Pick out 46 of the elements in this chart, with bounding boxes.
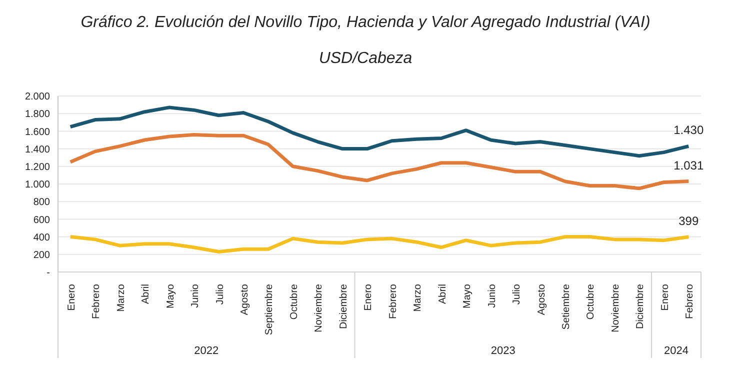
x-tick-label: Febrero bbox=[684, 284, 696, 320]
y-tick-label: 200 bbox=[33, 250, 50, 261]
x-tick-label: Julio bbox=[214, 284, 226, 305]
text: 2024 bbox=[664, 345, 689, 357]
x-tick-label: Abril bbox=[140, 284, 152, 304]
x-tick-label: Enero bbox=[660, 284, 671, 311]
y-tick-label: 1.200 bbox=[24, 162, 50, 173]
y-tick-label: 400 bbox=[33, 232, 50, 244]
x-tick-label: Diciembre bbox=[338, 284, 350, 330]
text: 2023 bbox=[490, 345, 516, 357]
y-tick-label: 600 bbox=[33, 214, 50, 226]
x-tick-label: Enero bbox=[363, 284, 374, 311]
line-series bbox=[68, 235, 690, 254]
chart-title: Gráfico 2. Evolución del Novillo Tipo, Hacienda y Valor Agregado Industrial (VAI) bbox=[80, 14, 652, 32]
x-tick-label: Junio bbox=[486, 284, 498, 308]
x-tick-label: Junio bbox=[190, 284, 202, 308]
x-tick-label: Febrero bbox=[388, 284, 399, 320]
data-label: 399 bbox=[678, 214, 699, 228]
y-tick-label: 1.400 bbox=[24, 144, 50, 156]
y-tick-label: 1.600 bbox=[24, 126, 50, 138]
x-tick-label: Enero bbox=[66, 284, 78, 311]
x-tick-label: Febrero bbox=[91, 284, 102, 320]
y-tick-label: 800 bbox=[33, 197, 50, 208]
x-tick-label: Mayo bbox=[165, 284, 176, 308]
y-tick-label: - bbox=[46, 268, 50, 279]
x-tick-label: Agosto bbox=[536, 284, 548, 316]
x-tick-label: Marzo bbox=[116, 284, 127, 312]
x-tick-label: Diciembre bbox=[635, 284, 646, 330]
y-tick-label: 2.000 bbox=[24, 92, 50, 103]
data-label: 1.430 bbox=[674, 123, 704, 138]
x-tick-label: Mayo bbox=[462, 284, 474, 308]
chart-subtitle: USD/Cabeza bbox=[318, 50, 414, 68]
x-tick-label: Octubre bbox=[288, 284, 300, 320]
x-tick-label: Setiembre bbox=[560, 284, 572, 330]
x-tick-label: Marzo bbox=[412, 284, 424, 312]
x-tick-label: Septiembre bbox=[264, 284, 276, 336]
x-tick-label: Julio bbox=[512, 284, 523, 305]
x-tick-label: Octubre bbox=[586, 284, 597, 320]
y-tick-label: 1.000 bbox=[24, 180, 50, 191]
y-tick-label: 1.800 bbox=[24, 109, 50, 120]
data-label: 1.031 bbox=[674, 158, 704, 172]
text: 2022 bbox=[194, 345, 219, 357]
x-tick-label: Noviembre bbox=[610, 284, 622, 332]
x-tick-label: Agosto bbox=[239, 284, 250, 316]
x-tick-label: Abril bbox=[437, 284, 448, 304]
x-tick-label: Noviembre bbox=[314, 284, 325, 332]
